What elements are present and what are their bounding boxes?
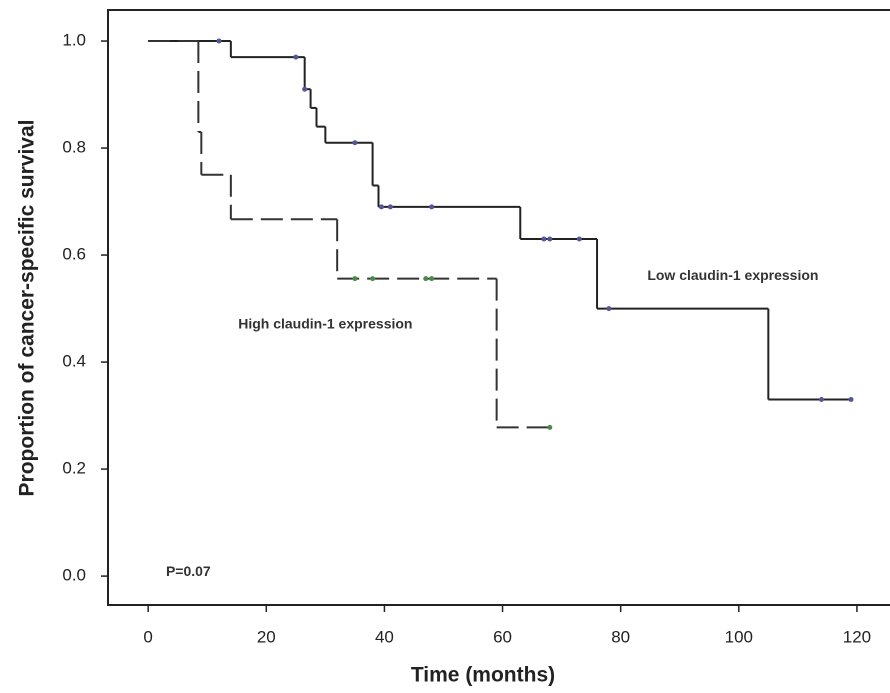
y-tick-label: 0.8 (62, 138, 86, 157)
censor-mark (547, 424, 553, 430)
censor-mark (541, 236, 547, 242)
x-tick-label: 20 (257, 627, 276, 646)
y-tick-label: 0.4 (62, 352, 86, 371)
x-tick-label: 40 (375, 627, 394, 646)
censor-mark (302, 86, 308, 92)
plot-frame (107, 9, 890, 606)
censor-mark (848, 397, 854, 403)
censor-mark (387, 204, 393, 210)
censor-mark (370, 276, 376, 282)
censor-mark (423, 276, 429, 282)
censor-mark (352, 276, 358, 282)
censor-mark (547, 236, 553, 242)
x-tick-label: 100 (725, 627, 753, 646)
x-tick-label: 80 (611, 627, 630, 646)
y-tick-label: 0.6 (62, 245, 86, 264)
x-tick-label: 0 (143, 627, 152, 646)
y-tick-label: 0.2 (62, 459, 86, 478)
x-tick-label: 60 (493, 627, 512, 646)
censor-mark (378, 204, 384, 210)
censor-mark (576, 236, 582, 242)
y-tick-label: 0.0 (62, 566, 86, 585)
x-axis-title: Time (months) (411, 664, 555, 687)
y-axis-title: Proportion of cancer-specific survival (16, 120, 39, 497)
annotation: Low claudin-1 expression (647, 267, 818, 283)
y-tick-label: 1.0 (62, 31, 86, 50)
censor-mark (293, 54, 299, 60)
censor-mark (429, 204, 435, 210)
censor-mark (216, 38, 222, 44)
x-tick-label: 120 (843, 627, 871, 646)
censor-mark (606, 306, 612, 312)
annotation: High claudin-1 expression (238, 315, 412, 331)
annotation: P=0.07 (166, 563, 211, 579)
censor-mark (818, 397, 824, 403)
censor-mark (352, 140, 358, 146)
censor-mark (429, 276, 435, 282)
